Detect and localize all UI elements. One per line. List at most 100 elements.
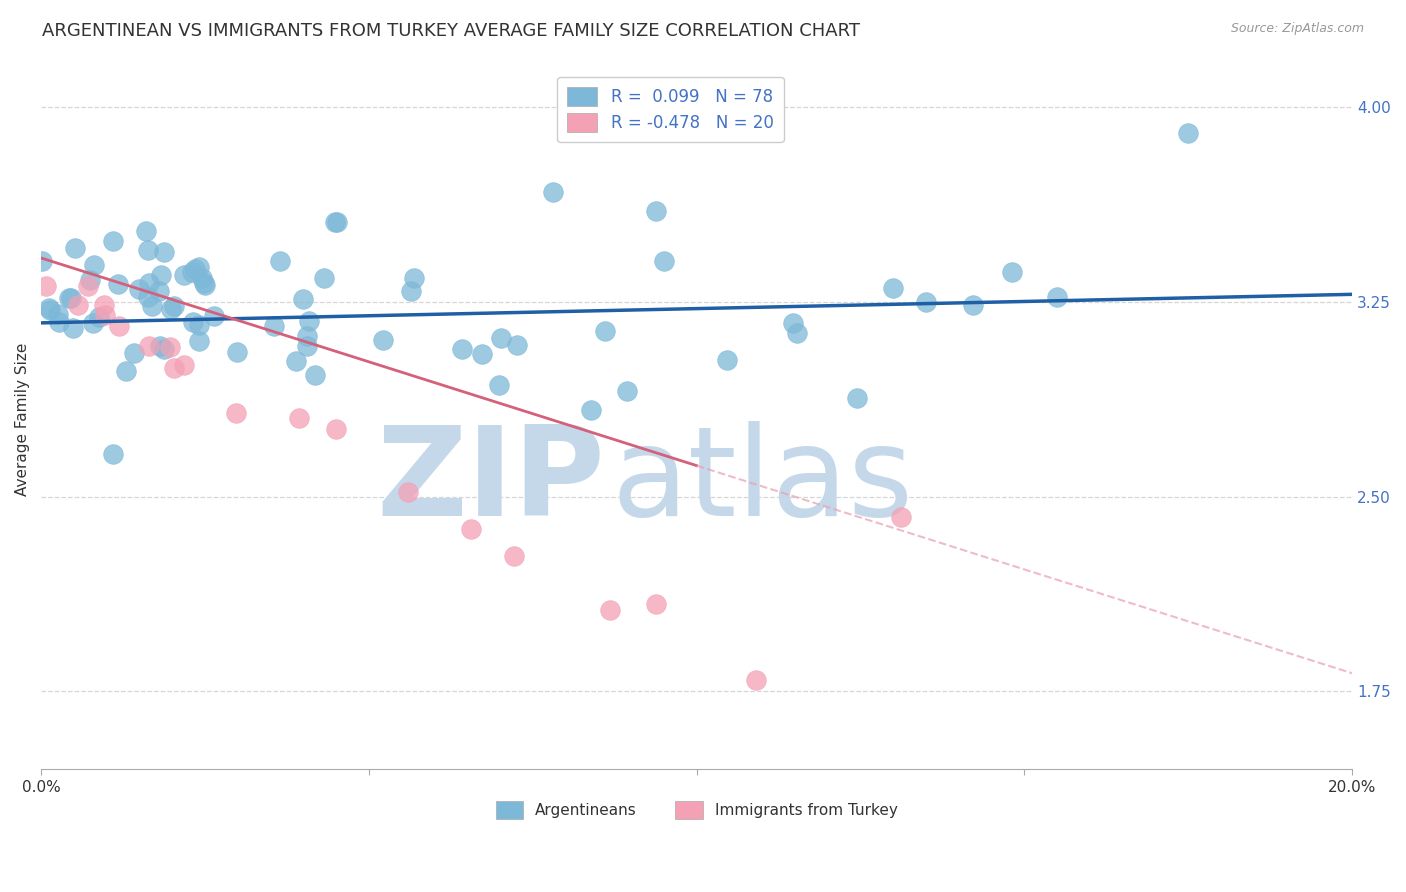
Point xyxy=(304,368,326,382)
Point xyxy=(644,204,666,219)
Point xyxy=(489,331,512,345)
Point xyxy=(202,309,225,323)
Point xyxy=(48,315,70,329)
Point xyxy=(187,334,209,348)
Point xyxy=(786,326,808,340)
Point xyxy=(593,324,616,338)
Point xyxy=(193,276,215,290)
Point xyxy=(138,277,160,291)
Point xyxy=(135,224,157,238)
Point xyxy=(149,339,172,353)
Point xyxy=(399,285,422,299)
Point xyxy=(31,253,53,268)
Point xyxy=(188,318,211,333)
Legend: Argentineans, Immigrants from Turkey: Argentineans, Immigrants from Turkey xyxy=(489,795,904,825)
Point xyxy=(225,344,247,359)
Point xyxy=(284,354,307,368)
Point xyxy=(60,291,83,305)
Point xyxy=(163,299,186,313)
Point xyxy=(89,310,111,324)
Point xyxy=(152,244,174,259)
Text: ZIP: ZIP xyxy=(377,422,605,542)
Point xyxy=(101,447,124,461)
Point xyxy=(402,271,425,285)
Point xyxy=(579,403,602,417)
Point xyxy=(890,509,912,524)
Point xyxy=(744,673,766,688)
Point xyxy=(58,292,80,306)
Point xyxy=(915,295,938,310)
Point xyxy=(295,339,318,353)
Point xyxy=(173,359,195,373)
Point xyxy=(180,265,202,279)
Point xyxy=(782,316,804,330)
Point xyxy=(323,215,346,229)
Point xyxy=(128,282,150,296)
Point xyxy=(148,285,170,299)
Point xyxy=(38,302,60,317)
Point xyxy=(451,342,474,356)
Point xyxy=(149,268,172,283)
Point xyxy=(503,549,526,563)
Point xyxy=(159,302,181,317)
Point xyxy=(295,329,318,343)
Point xyxy=(962,298,984,312)
Point xyxy=(136,290,159,304)
Text: ARGENTINEAN VS IMMIGRANTS FROM TURKEY AVERAGE FAMILY SIZE CORRELATION CHART: ARGENTINEAN VS IMMIGRANTS FROM TURKEY AV… xyxy=(42,22,860,40)
Point xyxy=(460,523,482,537)
Point xyxy=(396,484,419,499)
Point xyxy=(371,333,394,347)
Point xyxy=(471,347,494,361)
Point xyxy=(191,271,214,285)
Point xyxy=(1046,290,1069,304)
Point xyxy=(194,278,217,293)
Point xyxy=(882,281,904,295)
Point xyxy=(101,234,124,248)
Y-axis label: Average Family Size: Average Family Size xyxy=(15,343,30,496)
Point xyxy=(35,278,58,293)
Point xyxy=(38,301,60,316)
Point xyxy=(63,241,86,255)
Point xyxy=(141,299,163,313)
Point xyxy=(173,268,195,282)
Point xyxy=(62,320,84,334)
Point xyxy=(269,253,291,268)
Text: Source: ZipAtlas.com: Source: ZipAtlas.com xyxy=(1230,22,1364,36)
Point xyxy=(652,253,675,268)
Point xyxy=(107,277,129,291)
Point xyxy=(115,364,138,378)
Point xyxy=(616,384,638,399)
Point xyxy=(153,343,176,357)
Point xyxy=(159,340,181,354)
Point xyxy=(845,391,868,405)
Point xyxy=(543,186,565,200)
Point xyxy=(645,597,668,611)
Point xyxy=(136,243,159,257)
Point xyxy=(183,315,205,329)
Point xyxy=(79,273,101,287)
Text: atlas: atlas xyxy=(612,422,914,542)
Point xyxy=(188,260,211,274)
Point xyxy=(1001,265,1024,279)
Point xyxy=(82,317,104,331)
Point xyxy=(66,298,89,312)
Point xyxy=(506,338,529,352)
Point xyxy=(1177,127,1199,141)
Point xyxy=(488,378,510,392)
Point xyxy=(312,271,335,285)
Point xyxy=(83,258,105,272)
Point xyxy=(93,297,115,311)
Point xyxy=(163,361,186,376)
Point xyxy=(108,319,131,334)
Point xyxy=(326,214,349,228)
Point xyxy=(716,352,738,367)
Point xyxy=(298,314,321,328)
Point xyxy=(138,339,160,353)
Point xyxy=(76,278,98,293)
Point xyxy=(325,422,347,436)
Point xyxy=(46,307,69,321)
Point xyxy=(599,603,621,617)
Point xyxy=(122,345,145,359)
Point xyxy=(93,308,115,322)
Point xyxy=(225,406,247,420)
